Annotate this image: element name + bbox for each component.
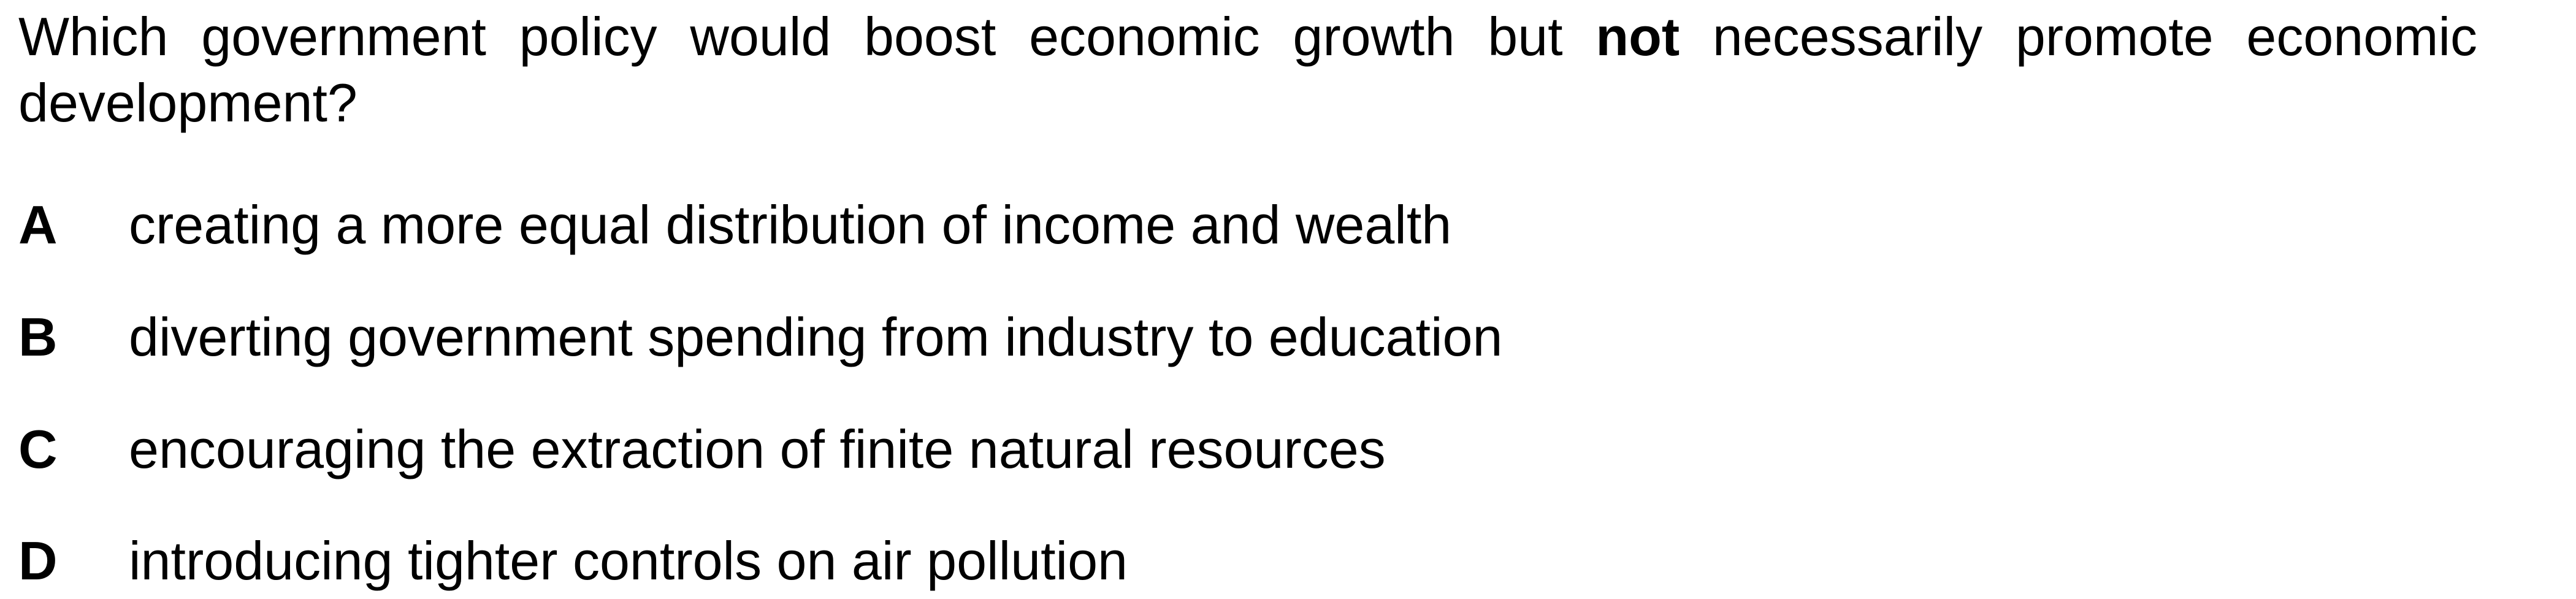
option-b[interactable]: B diverting government spending from ind… [18, 303, 1502, 371]
option-c-text: encouraging the extraction of finite nat… [129, 419, 1386, 479]
option-b-text: diverting government spending from indus… [129, 307, 1503, 367]
option-c-letter: C [18, 419, 58, 479]
option-a-letter: A [18, 194, 58, 255]
question-text: Which government policy would boost econ… [18, 4, 2477, 136]
option-b-letter: B [18, 307, 58, 367]
option-d-letter: D [18, 530, 58, 591]
question-text-start: Which government policy would boost econ… [18, 6, 1596, 67]
question-text-end: necessarily promote economic development… [18, 6, 2477, 133]
option-a[interactable]: A creating a more equal distribution of … [18, 191, 1451, 259]
option-d[interactable]: D introducing tighter controls on air po… [18, 527, 1128, 595]
option-c[interactable]: C encouraging the extraction of finite n… [18, 416, 1386, 483]
option-d-text: introducing tighter controls on air poll… [129, 530, 1128, 591]
question-emphasis: not [1596, 6, 1680, 67]
option-a-text: creating a more equal distribution of in… [129, 194, 1452, 255]
